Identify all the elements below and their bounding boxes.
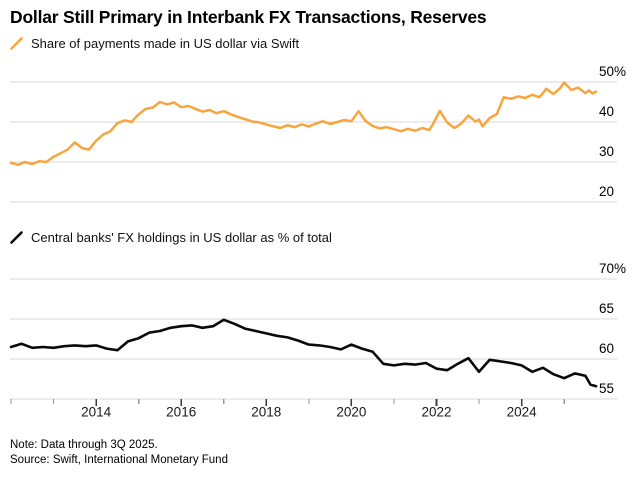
fx-holdings-line	[9, 318, 598, 388]
fx-holdings-chart: 70% 65 60 55 2014 2016 2018 2020 2022 2024	[9, 261, 626, 420]
ytick-label: 65	[599, 301, 614, 316]
chart-title: Dollar Still Primary in Interbank FX Tra…	[10, 7, 487, 27]
legend-fx-holdings-label: Central banks' FX holdings in US dollar …	[31, 230, 332, 245]
ytick-label: 40	[599, 104, 614, 119]
xtick-label: 2020	[336, 405, 366, 420]
swift-share-chart: 50% 40 30 20	[9, 64, 626, 203]
ytick-label: 50%	[599, 64, 626, 79]
legend-fx-holdings: Central banks' FX holdings in US dollar …	[9, 230, 332, 245]
xtick-label: 2022	[421, 405, 451, 420]
xtick-label: 2016	[166, 405, 196, 420]
ytick-label: 30	[599, 144, 614, 159]
note-text: Note: Data through 3Q 2025.	[10, 439, 158, 451]
ytick-label: 55	[599, 381, 614, 396]
swift-share-line	[9, 81, 598, 167]
xtick-label: 2024	[507, 405, 538, 420]
black-slash-icon	[10, 231, 23, 244]
xtick-label: 2014	[81, 405, 112, 420]
orange-slash-icon	[10, 37, 23, 50]
legend-swift-share-label: Share of payments made in US dollar via …	[31, 36, 300, 51]
xtick-label: 2018	[251, 405, 281, 420]
ytick-label: 60	[599, 341, 614, 356]
ytick-label: 20	[599, 184, 614, 199]
source-text: Source: Swift, International Monetary Fu…	[10, 454, 228, 466]
legend-swift-share: Share of payments made in US dollar via …	[9, 36, 299, 51]
ytick-label: 70%	[599, 261, 626, 276]
footer: Note: Data through 3Q 2025. Source: Swif…	[10, 438, 228, 468]
